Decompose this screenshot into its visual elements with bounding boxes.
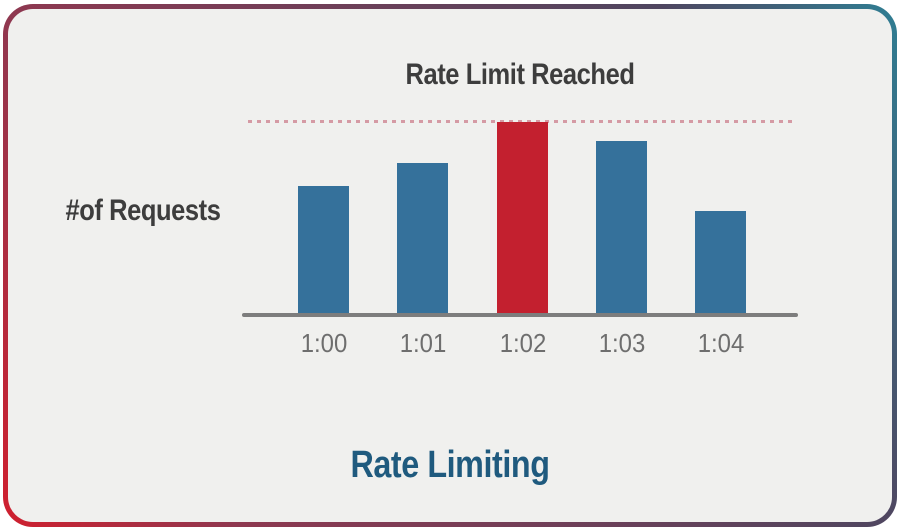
- x-tick-label: 1:03: [598, 328, 645, 358]
- y-axis-label: #of Requests: [65, 194, 221, 227]
- page-title: Rate Limiting: [350, 444, 550, 486]
- bar-1:00: [298, 186, 349, 315]
- x-tick-label: 1:00: [300, 328, 347, 358]
- chart-title: Rate Limit Reached: [405, 58, 635, 91]
- bar-1:03: [596, 141, 647, 315]
- x-tick-label: 1:02: [499, 328, 546, 358]
- bar-1:04: [695, 211, 746, 315]
- bar-1:02: [497, 122, 548, 315]
- x-tick-label: 1:04: [697, 328, 744, 358]
- bar-1:01: [397, 163, 448, 315]
- x-axis-line: [242, 313, 798, 317]
- rate-limit-dotted-line: [248, 120, 795, 123]
- x-tick-label: 1:01: [399, 328, 446, 358]
